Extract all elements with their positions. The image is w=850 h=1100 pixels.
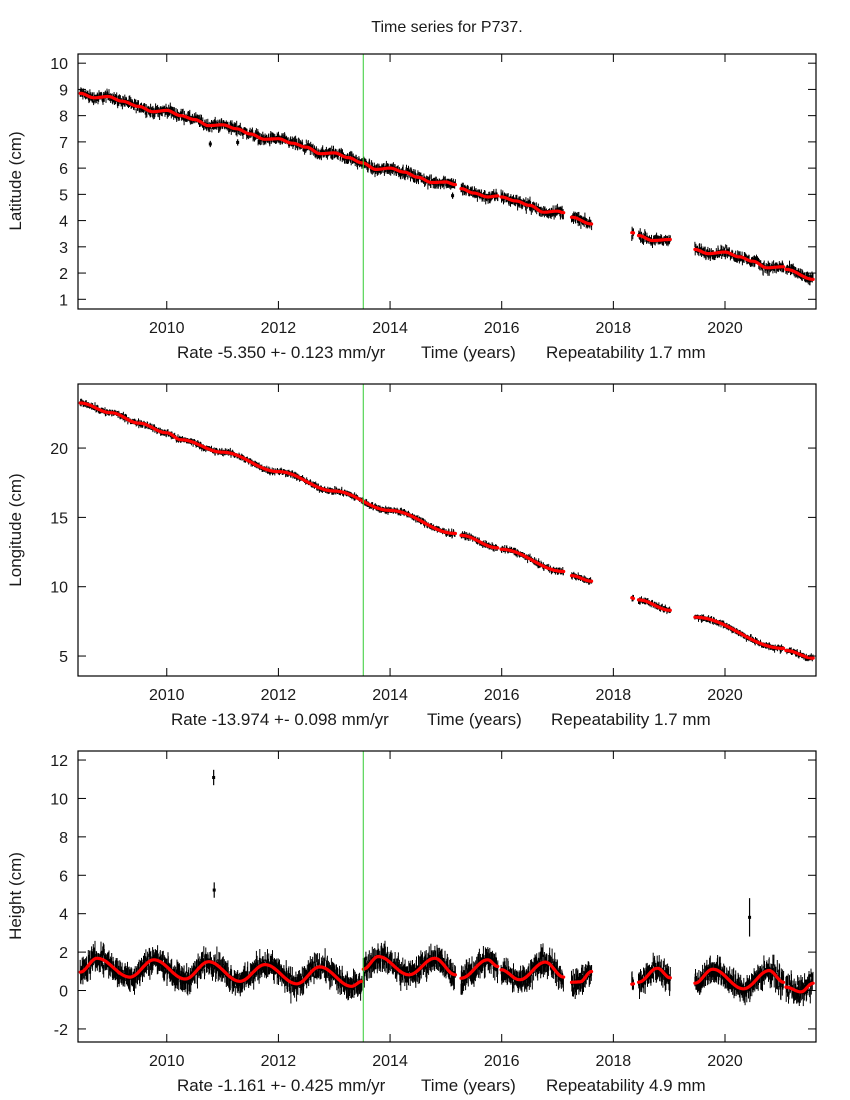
x-axis-label: Time (years) <box>427 710 522 729</box>
y-axis-label: Longitude (cm) <box>6 473 25 586</box>
y-tick-label: 6 <box>59 161 68 178</box>
x-tick-label: 2016 <box>484 320 520 337</box>
x-tick-label: 2014 <box>372 687 408 704</box>
x-tick-label: 2010 <box>149 687 185 704</box>
y-tick-label: 5 <box>59 187 68 204</box>
x-tick-label: 2020 <box>707 687 743 704</box>
plot-frame <box>77 53 817 310</box>
x-tick-label: 2018 <box>596 687 632 704</box>
y-tick-label: 8 <box>59 109 68 126</box>
model-curve <box>459 533 500 550</box>
model-curve <box>636 598 672 612</box>
y-axis-label: Latitude (cm) <box>6 131 25 230</box>
model-curve <box>499 547 566 574</box>
outlier-marker <box>208 142 212 146</box>
x-tick-label: 2012 <box>261 687 297 704</box>
y-tick-label: 10 <box>50 580 68 597</box>
longitude-panel: Longitude (cm) Rate -13.974 +- 0.098 mm/… <box>6 383 817 729</box>
x-tick-label: 2014 <box>372 320 408 337</box>
figure-title: Time series for P737. <box>371 19 522 36</box>
data-points <box>79 940 814 1007</box>
model-curve <box>693 247 786 270</box>
y-tick-label: 9 <box>59 82 68 99</box>
y-tick-label: 2 <box>59 266 68 283</box>
latitude-panel: Latitude (cm) Rate -5.350 +- 0.123 mm/yr… <box>6 53 817 362</box>
model-curve <box>459 187 500 199</box>
model-curve <box>499 195 566 215</box>
x-axis-label: Time (years) <box>421 1076 516 1095</box>
y-tick-label: 20 <box>50 441 68 458</box>
model-curve <box>78 401 457 536</box>
height-panel: Height (cm) Rate -1.161 +- 0.425 mm/yr T… <box>6 750 817 1095</box>
plot-frame <box>77 383 817 677</box>
x-axis-label: Time (years) <box>421 343 516 362</box>
rate-caption: Rate -5.350 +- 0.123 mm/yr <box>177 343 386 362</box>
outlier-marker <box>451 194 455 198</box>
y-tick-label: 10 <box>50 56 68 73</box>
outlier-marker <box>236 140 240 144</box>
y-tick-label: 5 <box>59 649 68 666</box>
x-tick-label: 2020 <box>707 320 743 337</box>
repeatability-caption: Repeatability 4.9 mm <box>546 1076 706 1095</box>
y-tick-label: 3 <box>59 240 68 257</box>
data-points <box>79 398 814 662</box>
model-curve <box>784 648 815 660</box>
repeatability-caption: Repeatability 1.7 mm <box>551 710 711 729</box>
model-curve <box>569 574 594 583</box>
y-tick-label: 7 <box>59 135 68 152</box>
model-curve <box>693 615 786 650</box>
rate-caption: Rate -13.974 +- 0.098 mm/yr <box>171 710 389 729</box>
y-tick-label: 1 <box>59 292 68 309</box>
x-tick-label: 2010 <box>149 320 185 337</box>
model-curve <box>569 215 594 226</box>
x-tick-label: 2016 <box>484 687 520 704</box>
x-tick-label: 2018 <box>596 320 632 337</box>
y-tick-label: 15 <box>50 510 68 527</box>
model-curve <box>636 233 672 243</box>
repeatability-caption: Repeatability 1.7 mm <box>546 343 706 362</box>
model-curve <box>78 91 457 187</box>
y-tick-label: 4 <box>59 214 68 231</box>
y-axis-label: Height (cm) <box>6 852 25 940</box>
model-curve <box>630 596 636 601</box>
x-tick-label: 2012 <box>261 320 297 337</box>
model-curve <box>784 267 815 281</box>
rate-caption: Rate -1.161 +- 0.425 mm/yr <box>177 1076 386 1095</box>
